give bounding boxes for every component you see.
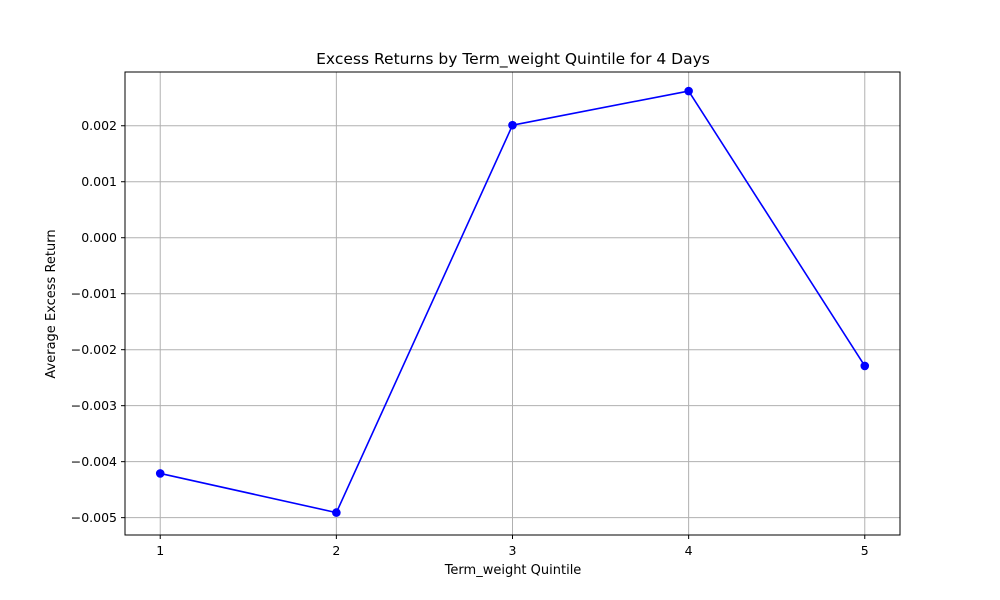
data-point — [332, 508, 341, 517]
series — [155, 86, 870, 517]
x-tick-label: 1 — [156, 543, 164, 558]
x-tick-label: 5 — [861, 543, 869, 558]
axis-ticks: 1 2 3 4 5 0.002 0.001 0.000 −0.001 −0.002 −0.003 −0… — [71, 118, 869, 558]
data-point — [155, 469, 165, 478]
data-point — [684, 86, 693, 96]
x-tick-label: 4 — [685, 543, 693, 558]
data-point — [508, 120, 517, 130]
x-tick-label: 3 — [509, 543, 517, 558]
y-tick-label: −0.003 — [71, 398, 117, 413]
y-tick-label: −0.002 — [71, 342, 117, 357]
y-tick-label: 0.001 — [81, 174, 117, 189]
grid — [125, 72, 900, 535]
x-tick-label: 2 — [332, 543, 340, 558]
y-axis-label: Average Excess Return — [44, 229, 59, 378]
y-tick-label: −0.004 — [71, 454, 117, 469]
y-tick-label: 0.002 — [81, 118, 117, 133]
data-point — [860, 361, 870, 371]
chart-title: Excess Returns by Term_weight Quintile f… — [316, 50, 710, 69]
y-tick-label: −0.001 — [71, 286, 117, 301]
y-tick-label: 0.000 — [81, 230, 117, 245]
y-tick-label: −0.005 — [71, 510, 117, 525]
x-axis-label: Term_weight Quintile — [444, 563, 582, 578]
